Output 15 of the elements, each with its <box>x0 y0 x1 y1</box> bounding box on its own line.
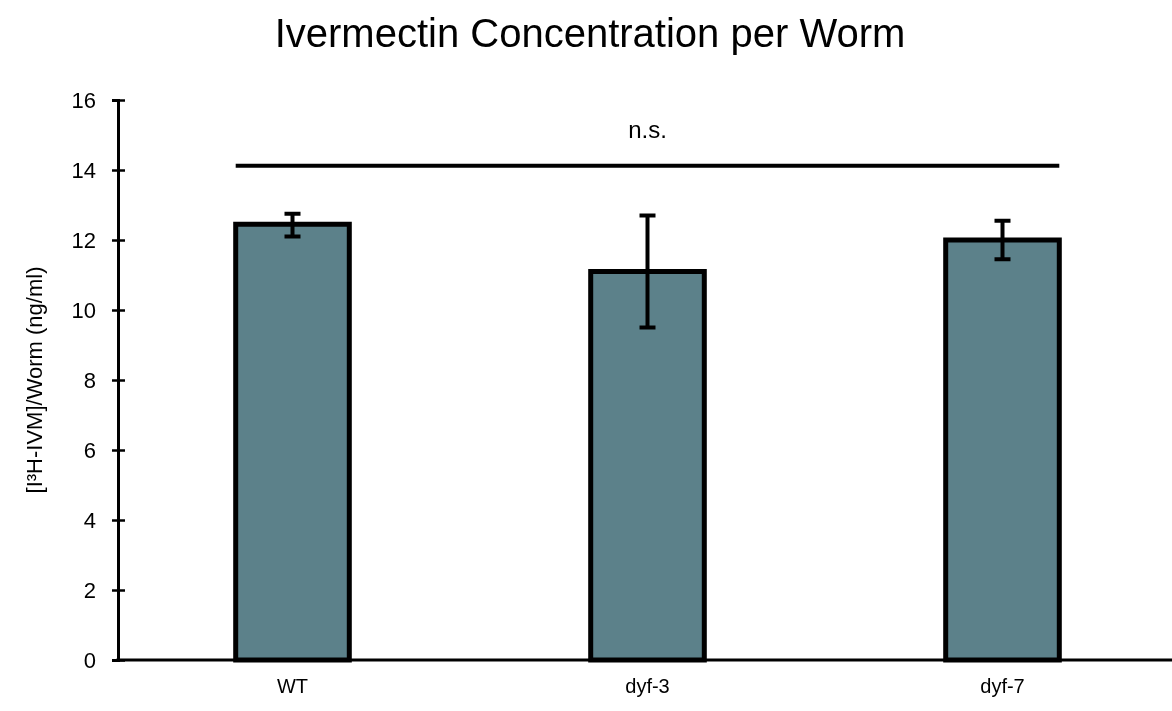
y-tick-label: 4 <box>83 507 96 533</box>
x-tick-label: dyf-7 <box>980 675 1025 697</box>
y-tick-label: 6 <box>83 437 96 463</box>
y-tick-label: 16 <box>71 87 96 113</box>
chart-title: Ivermectin Concentration per Worm <box>274 11 906 55</box>
annotation: n.s. <box>628 115 667 143</box>
y-tick-label: 8 <box>83 367 96 393</box>
y-tick-label: 14 <box>71 157 96 183</box>
x-tick-label: WT <box>276 675 309 697</box>
y-tick-label: 2 <box>83 577 96 603</box>
x-tick-label: dyf-3 <box>625 675 670 697</box>
y-tick-label: 10 <box>71 297 96 323</box>
y-tick-label: 12 <box>71 227 96 253</box>
y-tick-label: 0 <box>83 647 96 673</box>
y-axis-title: [I³H-IVM]/Worm (ng/ml) <box>22 266 47 494</box>
